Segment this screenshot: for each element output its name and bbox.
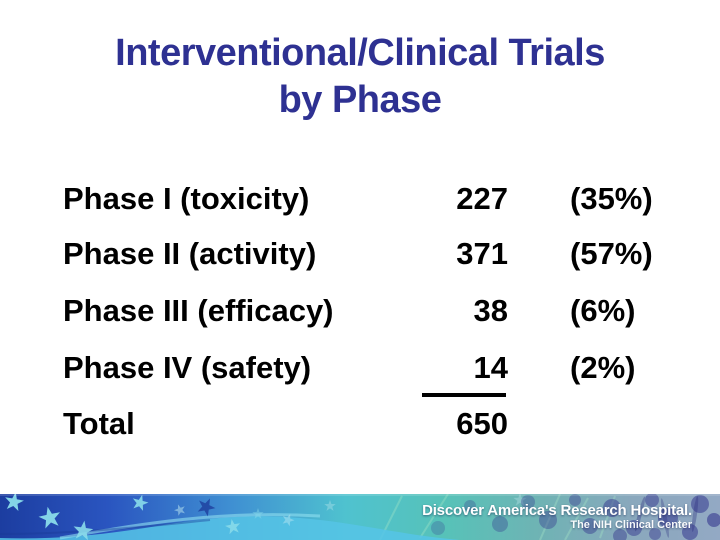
phase-count: 14 (473, 350, 508, 385)
phase-label: Phase IV (safety) (63, 350, 312, 385)
page-title-line2: by Phase (278, 79, 442, 121)
banner-text: Discover America's Research Hospital. Th… (422, 502, 692, 532)
phase-count: 371 (456, 236, 508, 271)
phase-count: 38 (473, 293, 508, 328)
table-row: Phase III (efficacy) 38 (6%) (0, 294, 720, 328)
phase-count: 227 (456, 181, 508, 216)
table-row: Phase II (activity) 371 (57%) (0, 237, 720, 271)
banner-top-highlight (0, 494, 720, 496)
phase-percent: (2%) (570, 350, 636, 385)
phase-percent: (6%) (570, 293, 636, 328)
table-row: Phase IV (safety) 14 (2%) (0, 351, 720, 385)
footer-tagline: Discover America's Research Hospital. (422, 502, 692, 519)
banner-artwork (0, 494, 720, 540)
strand-decoration (634, 496, 699, 538)
table-row-total: Total 650 (0, 407, 720, 441)
cell-blobs-decoration (431, 494, 720, 540)
phase-label: Phase III (efficacy) (63, 293, 334, 328)
total-label: Total (63, 406, 135, 441)
footer-subtitle: The NIH Clinical Center (570, 519, 692, 531)
phase-label: Phase II (activity) (63, 236, 317, 271)
page-title-line1: Interventional/Clinical Trials (115, 32, 605, 74)
table-row: Phase I (toxicity) 227 (35%) (0, 182, 720, 216)
phase-label: Phase I (toxicity) (63, 181, 310, 216)
total-count: 650 (456, 406, 508, 441)
phase-percent: (57%) (570, 236, 653, 271)
page-title: Interventional/Clinical Trials by Phase (0, 30, 720, 124)
sum-underline (422, 393, 506, 397)
phase-percent: (35%) (570, 181, 653, 216)
footer-banner: Discover America's Research Hospital. Th… (0, 494, 720, 540)
